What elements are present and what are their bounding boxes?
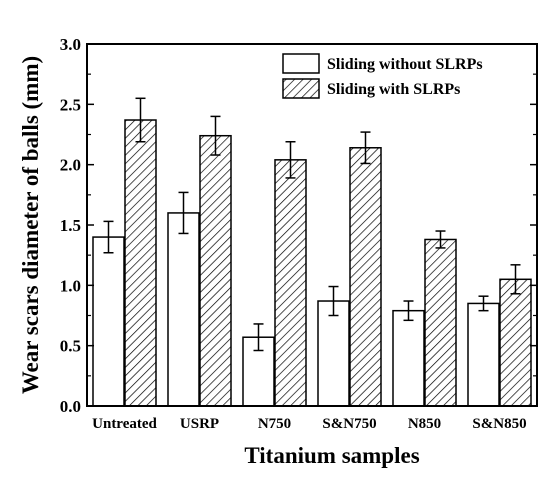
bar-without-slrps-5 xyxy=(467,302,500,407)
error-bar xyxy=(135,97,146,143)
bar-without-slrps-1 xyxy=(167,212,200,407)
bar-without-slrps-4 xyxy=(392,309,425,407)
y-tick-label: 3.0 xyxy=(60,35,81,54)
legend-swatch-with-slrps xyxy=(282,78,320,99)
bar-with-slrps-5 xyxy=(499,278,532,407)
bar-with-slrps-4 xyxy=(424,238,457,407)
error-bar xyxy=(478,295,489,312)
y-axis: 0.0 0.5 1.0 1.5 2.0 2.5 3.0 xyxy=(60,35,537,416)
y-tick-label: 2.0 xyxy=(60,156,81,175)
y-axis-title: Wear scars diameter of balls (mm) xyxy=(18,56,43,394)
error-bar xyxy=(103,220,114,254)
error-bar xyxy=(210,115,221,156)
error-bars-layer xyxy=(103,97,521,352)
y-tick-label: 2.5 xyxy=(60,95,81,114)
error-bar xyxy=(285,140,296,179)
x-axis-title: Titanium samples xyxy=(244,443,419,468)
error-bar xyxy=(178,191,189,235)
legend-swatch-without-slrps xyxy=(282,53,320,74)
x-category-label: N750 xyxy=(258,416,291,432)
x-axis: Untreated USRP N750 S&N750 N850 S&N850 xyxy=(92,416,526,432)
y-tick-label: 1.0 xyxy=(60,276,81,295)
error-bar xyxy=(360,131,371,165)
error-bar xyxy=(328,285,339,317)
bar-without-slrps-0 xyxy=(92,236,125,407)
bar-with-slrps-2 xyxy=(274,159,307,407)
legend: Sliding without SLRPs Sliding with SLRPs xyxy=(282,53,483,99)
y-tick-label: 1.5 xyxy=(60,216,81,235)
x-category-label: Untreated xyxy=(92,416,157,432)
bars-layer xyxy=(92,119,532,407)
bar-with-slrps-1 xyxy=(199,134,232,407)
error-bar xyxy=(510,264,521,295)
x-category-label: S&N850 xyxy=(472,416,526,432)
x-category-label: N850 xyxy=(408,416,441,432)
error-bar xyxy=(403,300,414,322)
x-category-label: USRP xyxy=(180,416,219,432)
y-tick-label: 0.0 xyxy=(60,397,81,416)
legend-label-without-slrps: Sliding without SLRPs xyxy=(327,56,483,73)
bar-with-slrps-0 xyxy=(124,119,157,407)
error-bar xyxy=(435,230,446,249)
bar-with-slrps-3 xyxy=(349,147,382,407)
error-bar xyxy=(253,323,264,352)
legend-label-with-slrps: Sliding with SLRPs xyxy=(327,81,460,98)
x-category-label: S&N750 xyxy=(322,416,376,432)
y-tick-label: 0.5 xyxy=(60,337,81,356)
bar-without-slrps-3 xyxy=(317,300,350,407)
